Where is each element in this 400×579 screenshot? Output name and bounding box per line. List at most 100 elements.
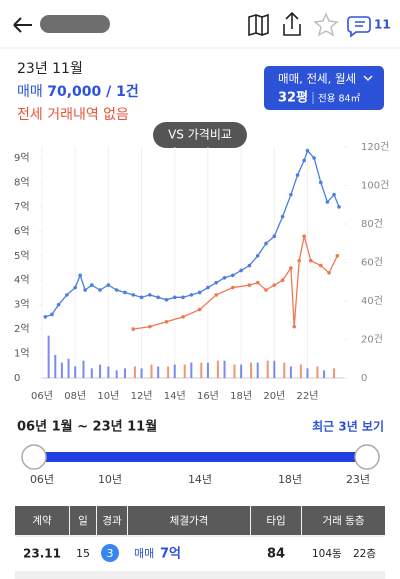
price-point [289, 266, 293, 270]
chart: 06년 08년 10년 12년 14년 16년 18년 20년 22년 0 1억 2억 3억 4억 5억 6억… [14, 141, 389, 402]
volume-bar [82, 360, 85, 378]
header-text: 거래 동층 [323, 515, 365, 527]
cell: 7억 [160, 547, 181, 562]
slider-label: 10년 [98, 473, 122, 486]
volume-bar [333, 368, 336, 378]
y-tick-label: 0 [14, 373, 20, 384]
slider-handle-start[interactable] [21, 444, 47, 470]
comment-icon[interactable] [347, 16, 371, 38]
area: 전용 84㎡ [318, 94, 361, 105]
x-tick-label: 12년 [131, 390, 153, 402]
volume-bar [60, 362, 63, 378]
volume-bar [90, 368, 93, 378]
sale-value: 70,000 / 1건 [47, 83, 139, 100]
jeonse-status: 전세 거래내역 없음 [17, 107, 129, 123]
price-point [181, 295, 185, 300]
y2-tick-label: 60건 [361, 257, 383, 269]
header-cell [302, 506, 385, 535]
price-point [73, 285, 77, 290]
price-point [255, 253, 260, 258]
x-tick-label: 06년 [31, 390, 53, 402]
price-point [312, 156, 316, 160]
price-point [56, 302, 61, 307]
volume-bar [240, 364, 243, 378]
price-point [289, 192, 293, 197]
price-point [302, 158, 306, 163]
x-tick-label: 10년 [97, 390, 119, 402]
volume-bar [223, 360, 226, 378]
price-point [247, 263, 252, 268]
header-text: 체결가격 [170, 514, 209, 527]
price-point [297, 258, 301, 263]
cell: 84 [267, 547, 285, 562]
volume-bar [283, 362, 286, 378]
volume-bar [167, 366, 170, 378]
star-icon[interactable] [313, 12, 339, 37]
volume-bar [273, 360, 276, 378]
price-point [292, 324, 297, 329]
price-point [327, 271, 331, 275]
volume-bar [299, 364, 302, 378]
price-point [222, 275, 227, 280]
price-point [332, 192, 336, 197]
elapsed-badge [101, 544, 119, 562]
price-point [172, 295, 177, 300]
volume-bar [123, 368, 126, 378]
price-point [148, 324, 152, 329]
header-cell [15, 506, 69, 535]
volume-bar [233, 364, 236, 378]
price-point [272, 234, 277, 239]
price-point [255, 280, 260, 285]
header-cell [70, 506, 96, 535]
header-text: 계약 [32, 515, 52, 527]
filter-box[interactable] [264, 66, 384, 110]
price-point [280, 214, 285, 219]
volume-bar [190, 362, 193, 378]
price-line [45, 149, 340, 318]
slider-handle-end[interactable] [354, 444, 380, 470]
price-point [131, 327, 136, 331]
period-range: 06년 1월 ~ 23년 11월 [17, 419, 157, 435]
share-icon[interactable] [283, 11, 301, 36]
y-tick-label: 3억 [14, 299, 30, 311]
price-point [139, 295, 144, 300]
price-point [148, 293, 152, 297]
x-tick-label: 08년 [64, 390, 86, 402]
y-tick-label: 2억 [14, 323, 30, 335]
price-point [164, 297, 169, 302]
price-point [214, 280, 219, 285]
cell: 22층 [353, 548, 376, 560]
y2-tick-label: 20건 [361, 334, 383, 346]
price-point [189, 293, 194, 297]
volume-bar [266, 360, 269, 378]
recent-button[interactable]: 최근 3년 보기 [312, 419, 384, 434]
header-text: 타입 [266, 514, 285, 527]
compare-text: VS 가격비교 [168, 128, 232, 142]
price-point [264, 288, 268, 292]
map-icon[interactable] [248, 13, 269, 37]
x-tick-label: 20년 [263, 390, 285, 402]
header-text: 일 [78, 514, 88, 527]
price-point [231, 285, 235, 290]
price-point [318, 180, 323, 185]
y2-tick-label: 80건 [361, 218, 383, 230]
dropdown-arrow [363, 75, 373, 81]
y-tick-label: 6억 [14, 225, 30, 237]
y2-tick-label: 100건 [361, 180, 389, 192]
volume-bar [206, 362, 209, 378]
header-cell [128, 506, 250, 535]
price-point [337, 205, 341, 209]
y-tick-label: 7억 [14, 201, 30, 213]
cell: 104동 [312, 548, 342, 560]
volume-bar [250, 362, 253, 378]
compare-button[interactable] [153, 122, 247, 148]
cell: 15 [76, 547, 90, 560]
price-point [156, 295, 160, 300]
volume-bar [140, 368, 143, 378]
price-point [206, 285, 210, 290]
back-button[interactable] [13, 17, 32, 33]
price-point [164, 319, 169, 324]
price-point [181, 315, 185, 319]
y-tick-label: 1억 [14, 348, 30, 360]
